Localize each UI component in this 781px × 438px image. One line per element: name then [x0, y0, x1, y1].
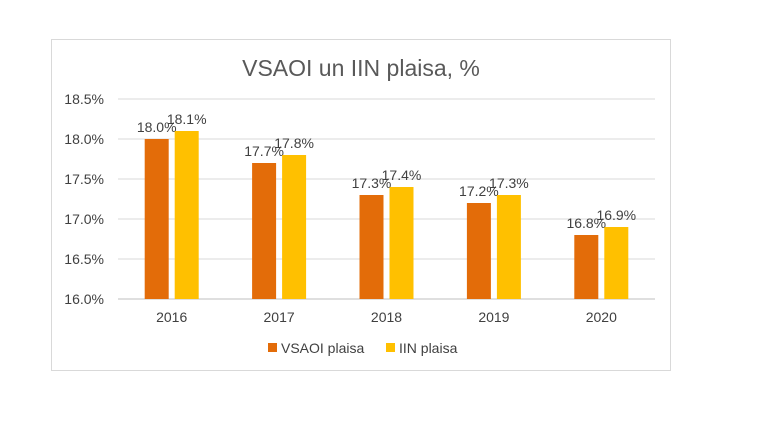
- bar-vsaoi-2019: [466, 203, 491, 299]
- bar-vsaoi-2016: [144, 139, 169, 299]
- bar-iin-2017: [282, 155, 307, 299]
- x-tick-label: 2018: [371, 309, 402, 325]
- data-label: 18.0%: [137, 119, 177, 135]
- bar-iin-2020: [604, 227, 629, 299]
- data-label: 17.2%: [459, 183, 499, 199]
- y-tick-label: 16.0%: [64, 291, 104, 307]
- y-axis: 16.0% 16.5% 17.0% 17.5% 18.0% 18.5%: [64, 91, 104, 307]
- y-tick-label: 18.5%: [64, 91, 104, 107]
- legend-swatch: [386, 343, 395, 352]
- data-label: 17.4%: [382, 167, 422, 183]
- gridlines: [118, 98, 655, 300]
- legend: VSAOI plaisa IIN plaisa: [268, 340, 458, 356]
- legend-swatch: [268, 343, 277, 352]
- y-tick-label: 16.5%: [64, 251, 104, 267]
- x-tick-label: 2020: [586, 309, 617, 325]
- data-label: 17.3%: [352, 175, 392, 191]
- bar-vsaoi-2017: [252, 163, 277, 299]
- chart-title: VSAOI un IIN plaisa, %: [242, 55, 480, 81]
- y-tick-label: 17.0%: [64, 211, 104, 227]
- data-label: 17.3%: [489, 175, 529, 191]
- data-label: 16.8%: [566, 215, 606, 231]
- y-tick-label: 17.5%: [64, 171, 104, 187]
- legend-label: IIN plaisa: [399, 340, 458, 356]
- x-tick-label: 2019: [478, 309, 509, 325]
- x-tick-label: 2016: [156, 309, 187, 325]
- data-label: 16.9%: [596, 207, 636, 223]
- data-label: 17.7%: [244, 143, 284, 159]
- bars: 18.0%18.1%17.7%17.8%17.3%17.4%17.2%17.3%…: [137, 111, 636, 299]
- data-label: 18.1%: [167, 111, 207, 127]
- data-label: 17.8%: [274, 135, 314, 151]
- x-axis: 2016 2017 2018 2019 2020: [156, 309, 617, 325]
- x-tick-label: 2017: [264, 309, 295, 325]
- bar-iin-2019: [496, 195, 521, 299]
- bar-iin-2018: [389, 187, 414, 299]
- bar-iin-2016: [174, 131, 199, 299]
- bar-vsaoi-2020: [574, 235, 599, 299]
- y-tick-label: 18.0%: [64, 131, 104, 147]
- legend-label: VSAOI plaisa: [281, 340, 364, 356]
- bar-vsaoi-2018: [359, 195, 384, 299]
